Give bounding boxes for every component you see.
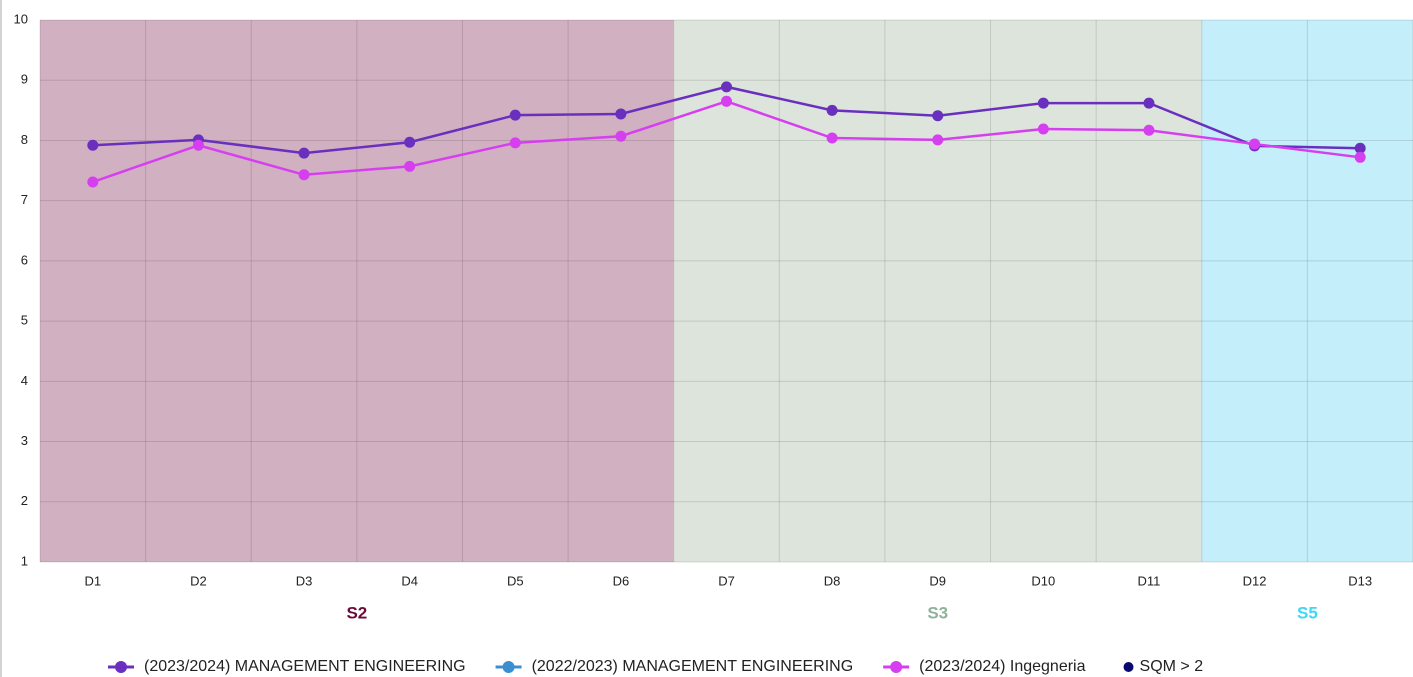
- x-tick-label: D8: [824, 573, 841, 588]
- data-point: [509, 109, 521, 121]
- legend-marker: [890, 661, 903, 673]
- data-point: [1354, 151, 1366, 163]
- legend-label: (2023/2024) Ingegneria: [919, 658, 1085, 675]
- y-tick-label: 4: [21, 373, 28, 388]
- legend-label: (2023/2024) MANAGEMENT ENGINEERING: [144, 658, 466, 675]
- data-point: [615, 130, 627, 142]
- x-tick-label: D12: [1243, 573, 1267, 588]
- y-tick-label: 1: [21, 553, 28, 568]
- data-point: [826, 132, 838, 144]
- legend-marker: [115, 661, 127, 673]
- y-tick-label: 7: [21, 192, 28, 207]
- legend-label: (2022/2023) MANAGEMENT ENGINEERING: [532, 658, 854, 675]
- x-tick-label: D4: [401, 573, 418, 588]
- region-band: [40, 20, 674, 562]
- data-point: [404, 136, 416, 148]
- data-point: [87, 176, 99, 188]
- data-point: [826, 104, 838, 116]
- y-tick-label: 9: [21, 72, 28, 87]
- legend-marker: [1123, 662, 1134, 672]
- y-tick-label: 5: [21, 313, 28, 328]
- y-tick-label: 6: [21, 252, 28, 267]
- region-label: S3: [927, 603, 948, 622]
- y-tick-label: 3: [21, 433, 28, 448]
- x-tick-label: D10: [1031, 573, 1055, 588]
- data-point: [932, 134, 944, 146]
- data-point: [721, 81, 732, 93]
- x-tick-label: D1: [84, 573, 101, 588]
- data-point: [509, 137, 521, 149]
- data-point: [298, 169, 310, 181]
- data-point: [932, 110, 944, 122]
- x-tick-label: D11: [1138, 573, 1161, 588]
- y-tick-label: 10: [14, 11, 28, 26]
- x-tick-label: D7: [718, 573, 735, 588]
- x-tick-label: D9: [929, 573, 946, 588]
- region-band: [673, 20, 1202, 562]
- data-point: [1037, 97, 1049, 109]
- region-label: S5: [1297, 603, 1318, 622]
- data-point: [87, 139, 99, 151]
- data-point: [298, 147, 310, 159]
- x-tick-label: D13: [1348, 573, 1372, 588]
- x-tick-label: D6: [613, 573, 630, 588]
- x-tick-label: D2: [190, 573, 207, 588]
- y-tick-label: 2: [21, 493, 28, 508]
- region-label: S2: [346, 603, 367, 622]
- data-point: [192, 139, 204, 151]
- data-point: [1037, 123, 1049, 135]
- legend-marker: [502, 661, 515, 673]
- data-point: [1143, 97, 1155, 109]
- data-point: [1249, 138, 1261, 150]
- legend-label: SQM > 2: [1140, 658, 1204, 675]
- data-point: [721, 95, 732, 107]
- data-point: [615, 108, 627, 120]
- region-band: [1201, 20, 1413, 562]
- data-point: [1354, 142, 1366, 154]
- x-tick-label: D5: [507, 573, 524, 588]
- x-tick-label: D3: [296, 573, 313, 588]
- y-tick-label: 8: [21, 132, 28, 147]
- data-point: [404, 160, 416, 172]
- data-point: [1143, 124, 1155, 136]
